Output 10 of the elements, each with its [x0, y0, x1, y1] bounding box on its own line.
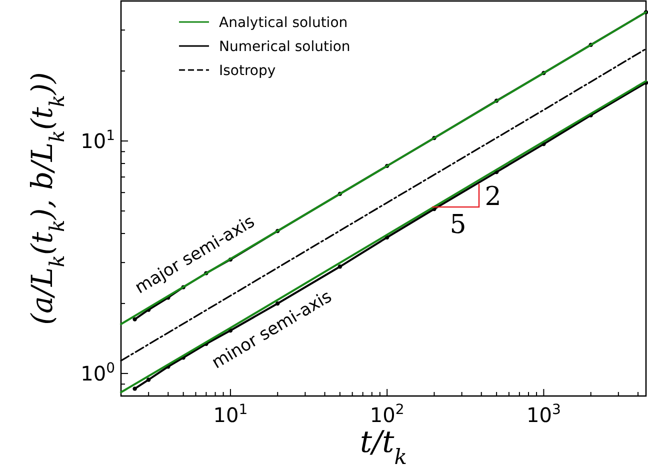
annotation: 5 — [450, 210, 466, 240]
x-tick-label: 10$^{3}$ — [526, 402, 561, 427]
y-tick-label: 10$^{0}$ — [80, 360, 115, 386]
x-tick-label: 10$^{1}$ — [213, 402, 248, 427]
x-axis-title: t/t$_{k}$ — [360, 425, 407, 469]
legend-label: Numerical solution — [219, 39, 350, 55]
x-tick-label: 10$^{2}$ — [370, 402, 404, 427]
legend-label: Analytical solution — [219, 15, 348, 31]
legend-label: Isotropy — [219, 63, 276, 79]
annotation: 2 — [484, 182, 502, 212]
